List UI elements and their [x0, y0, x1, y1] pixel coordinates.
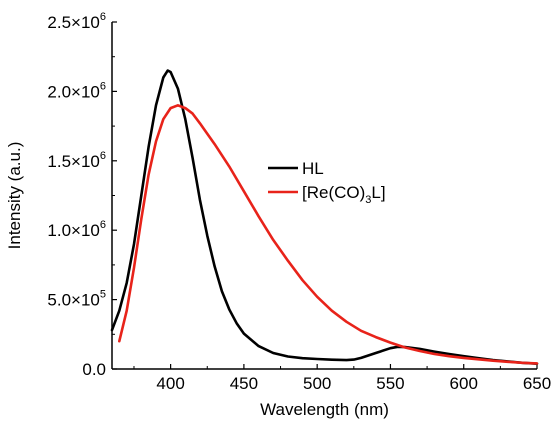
y-tick-label: 1.0×106 [47, 219, 106, 240]
x-tick-label: 500 [303, 374, 331, 393]
x-tick-label: 650 [523, 374, 551, 393]
legend-label-1: [Re(CO)3L] [302, 183, 386, 206]
y-tick-exponent: 6 [100, 11, 106, 23]
x-axis-ticks: 400 450 500 550 600 650 [133, 364, 551, 393]
series-line-1 [118, 104, 539, 365]
y-tick-mantissa: 1.0×10 [47, 221, 99, 240]
legend-label-subscript: 3 [365, 194, 371, 206]
x-tick-label: 400 [156, 374, 184, 393]
legend-label-main: [Re(CO) [302, 183, 365, 202]
legend-label-0: HL [302, 159, 324, 178]
y-tick-exponent: 6 [100, 219, 106, 231]
series-line-0 [110, 69, 539, 365]
plot-area: 400 450 500 550 600 650 0.05.0×1051.0×1061.5×… [47, 11, 551, 393]
x-tick-label: 600 [450, 374, 478, 393]
series-layer [110, 69, 539, 365]
x-tick-label: 550 [376, 374, 404, 393]
y-tick-exponent: 5 [100, 289, 106, 301]
legend-label-main: HL [302, 159, 324, 178]
y-tick-mantissa: 1.5×10 [47, 152, 99, 171]
y-tick-exponent: 6 [100, 80, 106, 92]
y-tick-mantissa: 5.0×10 [47, 291, 99, 310]
y-axis-title: Intensity (a.u.) [5, 142, 24, 250]
y-tick-label: 2.5×106 [47, 11, 106, 32]
legend-label-tail: L] [371, 183, 385, 202]
y-tick-label: 2.0×106 [47, 80, 106, 101]
y-tick-label: 0.0 [82, 360, 106, 379]
y-tick-label: 1.5×106 [47, 150, 106, 171]
y-tick-label: 5.0×105 [47, 289, 106, 310]
y-tick-exponent: 6 [100, 150, 106, 162]
legend: HL [Re(CO)3L] [268, 159, 386, 206]
x-axis-title: Wavelength (nm) [260, 400, 389, 419]
y-tick-mantissa: 0.0 [82, 360, 106, 379]
y-tick-mantissa: 2.5×10 [47, 13, 99, 32]
x-tick-label: 450 [230, 374, 258, 393]
y-tick-mantissa: 2.0×10 [47, 82, 99, 101]
